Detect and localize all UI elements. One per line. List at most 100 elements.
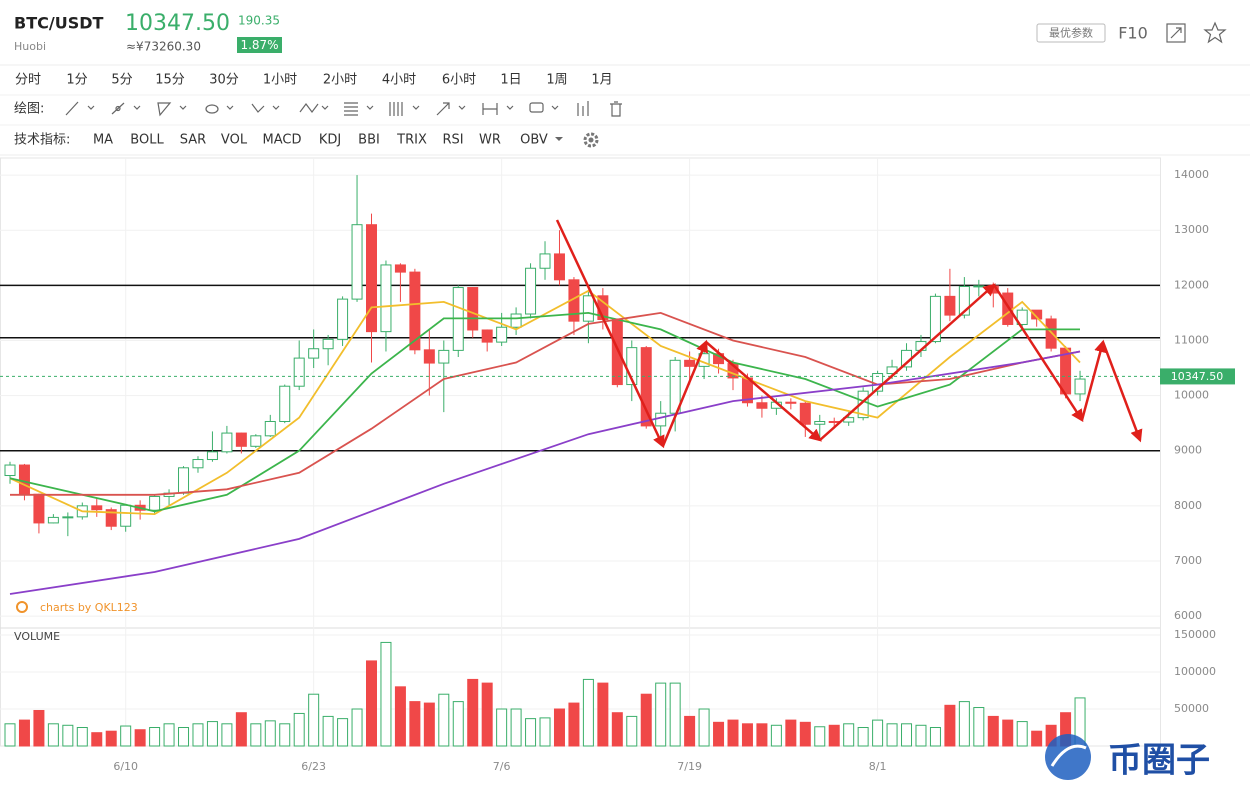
x-tick-label: 6/10 <box>113 760 138 773</box>
volume-bar <box>322 715 334 747</box>
period-tab[interactable]: 30分 <box>209 73 239 88</box>
volume-bar <box>178 727 190 747</box>
period-tab[interactable]: 1月 <box>591 73 612 88</box>
ma-line <box>9 350 1081 595</box>
volume-bar <box>409 701 421 747</box>
volume-bar <box>539 717 551 747</box>
indicator-tab[interactable]: SAR <box>180 133 206 148</box>
indicator-tab[interactable]: OBV <box>520 133 548 148</box>
ma-line <box>10 311 1081 496</box>
candle-body <box>669 359 681 414</box>
f10-button[interactable]: F10 <box>1118 24 1148 43</box>
candle-body <box>1031 309 1043 320</box>
volume-bar <box>366 660 377 747</box>
y-tick-label: 14000 <box>1174 168 1209 181</box>
volume-bar <box>684 715 696 747</box>
volume-bar <box>741 723 753 747</box>
candle-body <box>33 493 45 524</box>
volume-bar <box>481 682 493 747</box>
period-tab[interactable]: 1分 <box>66 73 87 88</box>
period-tab[interactable]: 分时 <box>15 73 41 88</box>
x-tick-label: 7/19 <box>677 760 702 773</box>
ma-line <box>9 289 1081 516</box>
candle-body <box>799 402 811 425</box>
candle-body <box>814 420 826 425</box>
drawing-tools[interactable] <box>65 101 622 117</box>
qkl-logo <box>16 601 28 613</box>
volume-bar <box>264 720 276 747</box>
candle-body <box>149 495 161 511</box>
candle-body <box>1016 309 1028 325</box>
volume-bar <box>973 707 985 747</box>
period-tab[interactable]: 6小时 <box>442 73 476 88</box>
candle-body <box>47 516 59 524</box>
volume-bar <box>62 724 74 747</box>
volume-bar <box>250 723 262 747</box>
symbol: BTC/USDT <box>14 14 103 33</box>
volume-bar <box>713 721 725 747</box>
candle-body <box>756 402 768 409</box>
brand: 币圈子 <box>1108 741 1210 781</box>
indicator-tab[interactable]: KDJ <box>319 133 341 148</box>
volume-bar <box>423 702 435 747</box>
candle-body <box>264 420 276 437</box>
indicator-tab[interactable]: WR <box>479 133 501 148</box>
x-tick-label: 7/6 <box>493 760 511 773</box>
period-tab[interactable]: 1小时 <box>263 73 297 88</box>
cny-price: ≈¥73260.30 <box>126 40 201 54</box>
period-tab[interactable]: 1周 <box>546 73 567 88</box>
indicator-tab[interactable]: MACD <box>263 133 302 148</box>
candle-body <box>380 264 392 333</box>
candle-body <box>1002 292 1014 325</box>
candle-body <box>1074 378 1086 395</box>
candle-body <box>785 401 797 404</box>
candle-body <box>351 224 363 300</box>
period-tab[interactable]: 2小时 <box>323 73 357 88</box>
volume-bar <box>611 712 623 747</box>
x-tick-label: 8/1 <box>869 760 887 773</box>
fullscreen-icon[interactable] <box>1166 23 1186 43</box>
indicator-tab[interactable]: VOL <box>221 133 248 148</box>
volume-bar <box>669 682 681 747</box>
favorite-icon[interactable] <box>1203 21 1227 44</box>
change-badge <box>237 37 282 53</box>
indicator-tab[interactable]: MA <box>93 133 113 148</box>
volume-bar <box>843 723 855 747</box>
volume-bar <box>626 715 638 747</box>
candle-body <box>929 295 941 343</box>
volume-bar <box>351 708 363 747</box>
pattern-arrows <box>555 219 1143 449</box>
period-tab[interactable]: 4小时 <box>382 73 416 88</box>
obv-dropdown[interactable] <box>555 137 563 141</box>
period-tab[interactable]: 5分 <box>111 73 132 88</box>
y-tick-label: 9000 <box>1174 444 1202 457</box>
volume-bar <box>4 723 16 747</box>
volume-bar <box>698 708 710 747</box>
volume-bar <box>235 712 247 747</box>
indicator-tab[interactable]: TRIX <box>396 133 427 148</box>
candle-body <box>553 253 565 281</box>
candle-body <box>409 271 421 351</box>
candle-body <box>91 505 103 511</box>
candle-body <box>366 224 377 333</box>
candle-body <box>4 464 16 477</box>
candle-body <box>120 504 132 527</box>
volume-bar <box>944 704 956 747</box>
period-tab[interactable]: 15分 <box>155 73 185 88</box>
watermark: charts by QKL123 <box>40 601 138 614</box>
best-params-label[interactable]: 最优参数 <box>1049 26 1093 40</box>
volume-bar <box>47 723 59 747</box>
indicator-tab[interactable]: BOLL <box>130 133 164 148</box>
best-params-button[interactable] <box>1036 23 1106 43</box>
volume-bar <box>438 693 450 747</box>
change: 190.35 <box>238 14 280 28</box>
volume-bar <box>163 723 175 747</box>
settings-icon[interactable] <box>583 132 599 148</box>
volume-bar <box>105 730 117 747</box>
y-tick-label: 6000 <box>1174 609 1202 622</box>
candle-body <box>582 295 594 322</box>
indicator-tab[interactable]: RSI <box>442 133 463 148</box>
indicator-tab[interactable]: BBI <box>358 133 380 148</box>
period-tab[interactable]: 1日 <box>500 73 521 88</box>
candle-body <box>423 349 435 364</box>
